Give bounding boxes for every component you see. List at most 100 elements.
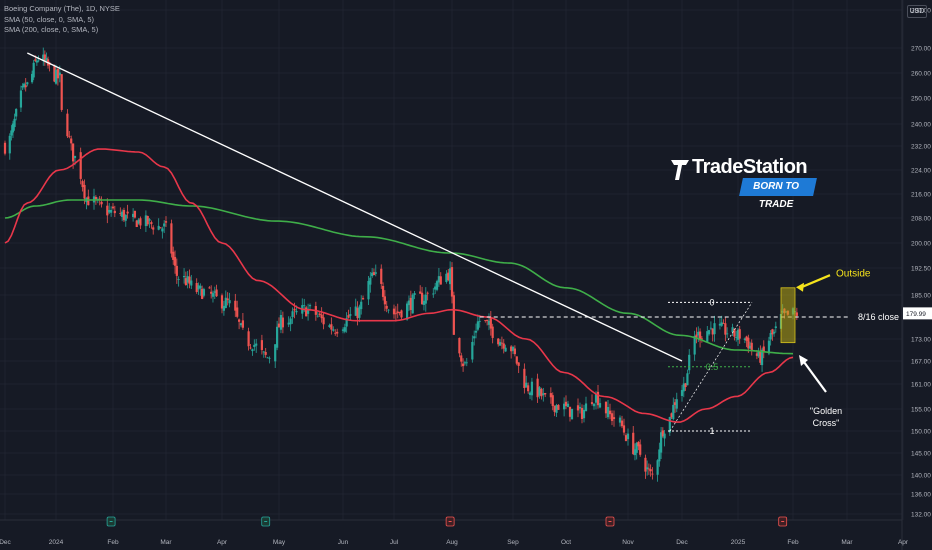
candle-body <box>693 336 696 355</box>
chart-legend: Boeing Company (The), 1D, NYSE SMA (50, … <box>4 4 120 36</box>
candle-body <box>670 413 673 418</box>
candle-body <box>26 82 29 85</box>
candle <box>332 326 335 332</box>
candle <box>637 441 640 451</box>
candle-body <box>197 285 200 290</box>
candle <box>238 318 241 330</box>
candle <box>612 410 616 427</box>
candle-body <box>334 332 337 334</box>
earnings-flag <box>445 516 455 527</box>
candle-body <box>152 227 155 230</box>
candle-body <box>604 401 608 414</box>
candle <box>13 113 16 131</box>
candle <box>289 316 292 332</box>
candle-body <box>199 285 202 289</box>
candle-body <box>60 74 63 110</box>
candle <box>582 404 586 423</box>
candle-body <box>700 338 703 340</box>
candle-body <box>170 223 173 254</box>
candle-body <box>795 312 798 316</box>
candle-body <box>555 405 558 413</box>
candle-body <box>759 351 762 363</box>
x-tick-label: Dec <box>676 539 688 546</box>
logo-tagline-badge: BORN TO TRADE <box>739 178 817 210</box>
candle-body <box>276 326 279 348</box>
y-tick-label: 208.00 <box>911 216 931 223</box>
candle-body <box>222 305 225 311</box>
candle-body <box>743 338 746 341</box>
x-tick-label: Mar <box>841 539 853 546</box>
candle-body <box>449 268 452 285</box>
candle-body <box>738 329 741 339</box>
candle-body <box>24 85 27 88</box>
candle-body <box>755 353 759 356</box>
candle-body <box>360 301 363 310</box>
candle-body <box>592 403 596 407</box>
candle <box>656 459 659 482</box>
legend-symbol: Boeing Company (The), 1D, NYSE <box>4 4 120 13</box>
candle-body <box>383 296 386 305</box>
x-tick-label: Apr <box>898 539 909 546</box>
candle <box>663 429 666 447</box>
candle-body <box>407 300 411 306</box>
candle-body <box>432 293 435 295</box>
candle-body <box>322 317 325 325</box>
fib-diagonal <box>669 302 753 432</box>
candle <box>133 210 137 219</box>
candle <box>186 270 189 289</box>
candle <box>528 391 532 400</box>
fib-1-label: 1 <box>709 426 714 436</box>
candle-body <box>527 385 530 392</box>
candle <box>213 286 216 300</box>
candle <box>184 271 187 286</box>
candle-body <box>720 322 723 326</box>
candle-body <box>594 394 598 403</box>
candle <box>557 404 560 411</box>
candle <box>635 441 638 460</box>
close-level-label: 8/16 close <box>858 312 899 322</box>
candle <box>354 298 357 317</box>
currency-button[interactable]: USD <box>907 5 927 18</box>
candle-body <box>126 211 129 214</box>
candle <box>639 439 642 457</box>
candle <box>372 268 376 276</box>
candle-body <box>695 334 698 338</box>
candle-body <box>582 409 586 419</box>
last-price-label: 179.99 <box>906 311 926 318</box>
candle <box>21 83 24 90</box>
candle-body <box>426 292 429 294</box>
candle <box>253 339 256 351</box>
y-tick-label: 192.50 <box>911 266 931 273</box>
candle-body <box>100 201 103 205</box>
candle <box>542 387 545 402</box>
candle <box>695 327 698 344</box>
sma50-line <box>4 148 794 423</box>
candle-body <box>163 223 166 227</box>
candle-body <box>659 432 663 453</box>
y-tick-label: 150.00 <box>911 429 931 436</box>
candle <box>24 78 27 92</box>
candle <box>175 258 178 284</box>
candle-body <box>81 181 84 188</box>
candle <box>658 442 661 467</box>
candle-body <box>260 340 263 350</box>
candle-body <box>210 291 213 294</box>
candle <box>15 108 18 121</box>
candle <box>360 295 363 315</box>
candle-body <box>3 142 7 154</box>
candle-body <box>247 331 250 347</box>
candle <box>220 293 224 314</box>
candle <box>106 198 109 224</box>
candle <box>422 294 426 311</box>
candle-body <box>452 295 455 335</box>
candle <box>19 85 23 113</box>
logo-tagline: BORN TO TRADE <box>753 181 800 210</box>
candle <box>651 467 654 480</box>
x-tick-label: May <box>273 539 286 546</box>
candle-body <box>461 363 465 367</box>
candle-body <box>72 143 75 162</box>
candle-body <box>596 391 600 406</box>
candle-body <box>624 435 628 441</box>
candle <box>367 275 370 306</box>
